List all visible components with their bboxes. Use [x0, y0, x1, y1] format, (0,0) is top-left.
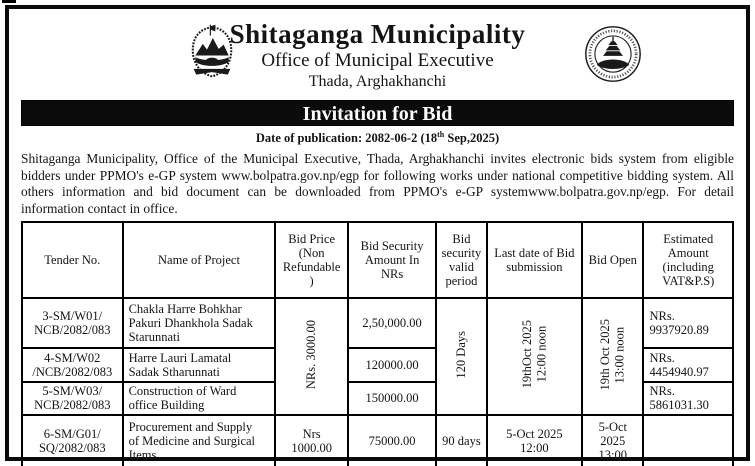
header-last-date: Last date of Bid submission [485, 220, 584, 299]
valid-period-vertical-text: 120 Days [454, 330, 469, 379]
cell-bid-price-merged: NRs. 3000.00 [274, 296, 349, 416]
table-row: 6-SM/G01/ SQ/2082/083 Procurement and Su… [21, 413, 734, 466]
table-row: 3-SM/W01/ NCB/2082/083 Chakla Harre Bohk… [21, 296, 734, 416]
header-bid-open: Bid Open [581, 220, 645, 299]
publication-date-suffix: Sep,2025) [444, 131, 500, 146]
bid-open-vertical-text: 19th Oct 2025 13:00 noon [598, 318, 627, 391]
intro-paragraph: Shitaganga Municipality, Office of the M… [21, 151, 734, 216]
address-line: Thada, Arghakhanchi [308, 73, 447, 90]
cell-project: Construction of Ward office Building [121, 380, 277, 416]
cell-last-date-merged: 19thOct 2025 12:00 noon [485, 296, 584, 416]
publication-date: Date of publication: 2082-06-2 (18th Sep… [21, 130, 734, 146]
publication-date-prefix: Date of publication: 2082-06-2 (18 [255, 131, 438, 146]
invitation-banner: Invitation for Bid [21, 100, 734, 126]
header-estimated-amount: Estimated Amount (including VAT&P.S) [642, 220, 734, 299]
table-row: 4-SM/W02 /NCB/2082/083 Harre Lauri Lamat… [21, 346, 734, 383]
cell-bid-security: 120000.00 [346, 346, 438, 383]
table-row: 5-SM/W03/ NCB/2082/083 Construction of W… [21, 380, 734, 416]
header-valid-period: Bid security valid period [435, 220, 488, 299]
header-bid-price: Bid Price (Non Refundable ) [274, 220, 349, 299]
cell-bid-open-merged: 19th Oct 2025 13:00 noon [581, 296, 645, 416]
header-bid-security: Bid Security Amount In NRs [346, 220, 438, 299]
header-titles: Shitaganga Municipality Office of Munici… [21, 15, 734, 91]
cell-estimated: NRs. 4454940.97 [642, 346, 734, 383]
cell-bid-security: 2,50,000.00 [346, 296, 438, 349]
bid-price-vertical-text: NRs. 3000.00 [304, 320, 319, 390]
ordinal-superscript: th [437, 130, 445, 139]
cell-project: Chakla Harre Bohkhar Pakuri Dhankhola Sa… [121, 296, 277, 349]
cell-bid-security: 75000.00 [346, 413, 438, 466]
cell-tender-no: 3-SM/W01/ NCB/2082/083 [21, 296, 124, 349]
table-header-row: Tender No. Name of Project Bid Price (No… [21, 220, 734, 299]
nepal-coat-of-arms-icon [187, 23, 237, 88]
cell-tender-no: 4-SM/W02 /NCB/2082/083 [21, 346, 124, 383]
document-header: Shitaganga Municipality Office of Munici… [21, 15, 734, 97]
cell-last-date: 5-Oct 2025 12:00 [485, 413, 584, 466]
cell-estimated [642, 413, 734, 466]
document-frame: Shitaganga Municipality Office of Munici… [5, 5, 750, 466]
cell-tender-no: 5-SM/W03/ NCB/2082/083 [21, 380, 124, 416]
cell-estimated: NRs. 9937920.89 [642, 296, 734, 349]
municipality-title: Shitaganga Municipality [229, 19, 526, 49]
cell-project: Harre Lauri Lamatal Sadak Stharunnati [121, 346, 277, 383]
cell-project: Procurement and Supply of Medicine and S… [121, 413, 277, 466]
scan-artifact [2, 0, 16, 3]
municipal-seal-icon [584, 25, 642, 88]
cell-bid-open: 5-Oct 2025 13:00 [581, 413, 645, 466]
last-date-vertical-text: 19thOct 2025 12:00 noon [519, 320, 549, 389]
cell-bid-security: 150000.00 [346, 380, 438, 416]
cell-bid-price: Nrs 1000.00 [274, 413, 349, 466]
cell-estimated: NRs. 5861031.30 [642, 380, 734, 416]
cell-valid-period-merged: 120 Days [435, 296, 488, 416]
cell-tender-no: 6-SM/G01/ SQ/2082/083 [21, 413, 124, 466]
cell-valid-period: 90 days [435, 413, 488, 466]
header-tender-no: Tender No. [21, 220, 124, 299]
banner-title: Invitation for Bid [302, 103, 453, 125]
header-project-name: Name of Project [121, 220, 277, 299]
office-subtitle: Office of Municipal Executive [261, 50, 494, 71]
bid-table: Tender No. Name of Project Bid Price (No… [21, 220, 734, 466]
